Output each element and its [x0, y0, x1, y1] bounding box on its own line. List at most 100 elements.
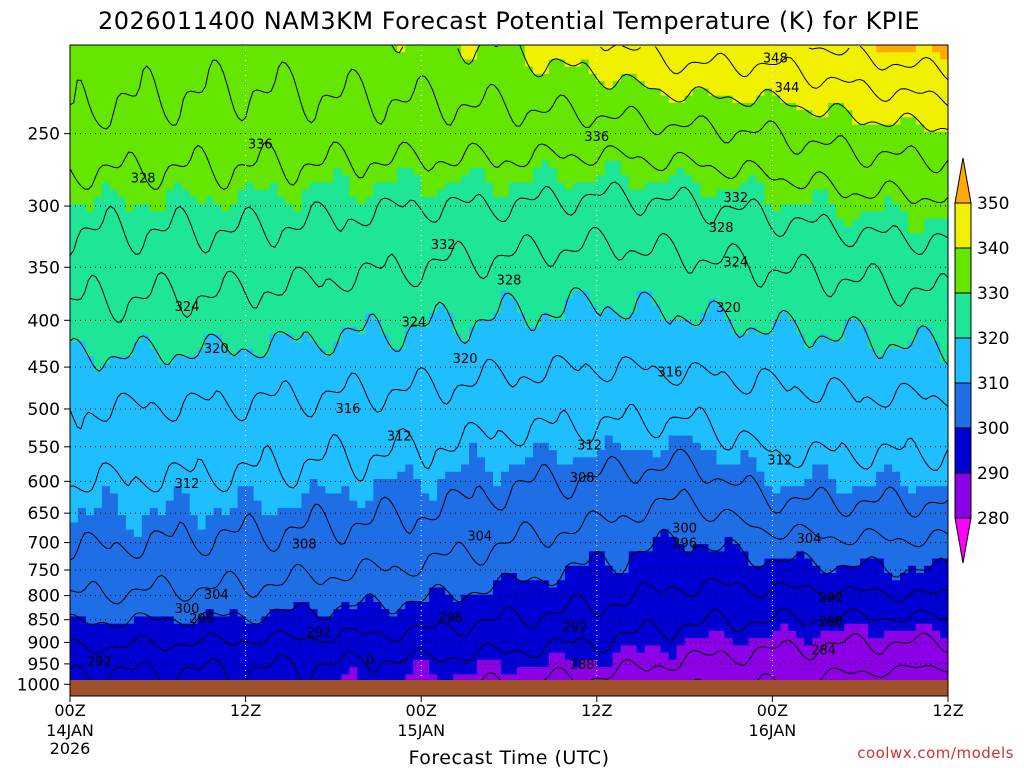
band-cell: [485, 247, 494, 256]
band-cell: [261, 319, 271, 328]
band-cell: [189, 327, 199, 335]
band-cell: [285, 66, 295, 75]
band-cell: [173, 529, 183, 538]
band-cell: [445, 131, 454, 140]
band-cell: [397, 363, 406, 372]
band-cell: [133, 399, 143, 408]
band-cell: [429, 377, 438, 386]
band-cell: [461, 59, 470, 68]
band-cell: [157, 471, 167, 480]
band-cell: [477, 594, 486, 603]
band-cell: [389, 442, 398, 451]
band-cell: [93, 623, 103, 632]
band-cell: [149, 507, 159, 516]
band-cell: [325, 515, 334, 523]
band-cell: [317, 117, 327, 126]
band-cell: [109, 450, 119, 458]
band-cell: [101, 370, 111, 379]
band-cell: [133, 384, 143, 393]
band-cell: [70, 66, 79, 75]
band-cell: [109, 182, 119, 191]
band-cell: [397, 464, 406, 473]
band-cell: [125, 544, 135, 552]
band-cell: [349, 334, 358, 343]
band-cell: [333, 370, 342, 379]
band-cell: [70, 522, 79, 531]
band-cell: [229, 630, 239, 639]
band-cell: [389, 52, 398, 61]
band-cell: [165, 348, 175, 357]
band-cell: [197, 240, 207, 249]
band-cell: [413, 160, 422, 169]
band-cell: [493, 334, 502, 343]
band-cell: [269, 623, 279, 632]
band-cell: [205, 522, 215, 531]
band-cell: [117, 363, 127, 372]
band-cell: [261, 117, 271, 126]
band-cell: [381, 544, 390, 552]
band-cell: [149, 406, 159, 415]
band-cell: [157, 131, 167, 140]
band-cell: [357, 102, 366, 111]
band-cell: [397, 594, 406, 603]
band-cell: [389, 601, 398, 610]
band-cell: [285, 515, 295, 523]
band-cell: [173, 182, 183, 191]
band-cell: [325, 544, 334, 552]
band-cell: [389, 240, 398, 249]
band-cell: [429, 464, 438, 473]
band-cell: [157, 587, 167, 596]
band-cell: [325, 464, 334, 473]
band-cell: [493, 363, 502, 372]
band-cell: [85, 471, 95, 480]
band-cell: [269, 247, 279, 256]
band-cell: [181, 674, 191, 683]
band-cell: [469, 66, 478, 75]
band-cell: [317, 428, 327, 437]
band-cell: [149, 659, 159, 668]
band-cell: [437, 471, 446, 480]
band-cell: [349, 500, 358, 509]
band-cell: [133, 175, 143, 184]
band-cell: [341, 370, 350, 379]
band-cell: [293, 262, 303, 270]
band-cell: [413, 406, 422, 415]
band-cell: [309, 139, 319, 147]
band-cell: [373, 406, 382, 415]
band-cell: [333, 507, 342, 516]
band-cell: [357, 384, 366, 393]
band-cell: [485, 573, 494, 581]
band-cell: [293, 110, 303, 118]
band-cell: [317, 131, 327, 140]
band-cell: [453, 536, 462, 545]
band-cell: [293, 392, 303, 401]
band-cell: [341, 110, 350, 118]
band-cell: [413, 565, 422, 574]
band-cell: [477, 254, 486, 263]
band-cell: [173, 464, 183, 473]
band-cell: [501, 95, 510, 104]
band-cell: [165, 674, 175, 683]
band-cell: [429, 341, 438, 350]
band-cell: [365, 52, 374, 61]
band-cell: [341, 240, 350, 249]
band-cell: [189, 276, 199, 285]
band-cell: [453, 630, 462, 639]
band-cell: [261, 507, 271, 516]
band-cell: [325, 290, 334, 299]
band-cell: [501, 406, 510, 415]
band-cell: [157, 392, 167, 401]
band-cell: [285, 196, 295, 205]
band-cell: [165, 645, 175, 654]
band-cell: [373, 377, 382, 386]
band-cell: [213, 601, 223, 610]
band-cell: [405, 73, 414, 82]
band-cell: [77, 52, 87, 61]
band-cell: [117, 348, 127, 357]
band-cell: [405, 479, 414, 487]
band-cell: [429, 616, 438, 625]
band-cell: [429, 623, 438, 632]
band-cell: [229, 421, 239, 429]
band-cell: [261, 269, 271, 278]
band-cell: [509, 66, 518, 75]
